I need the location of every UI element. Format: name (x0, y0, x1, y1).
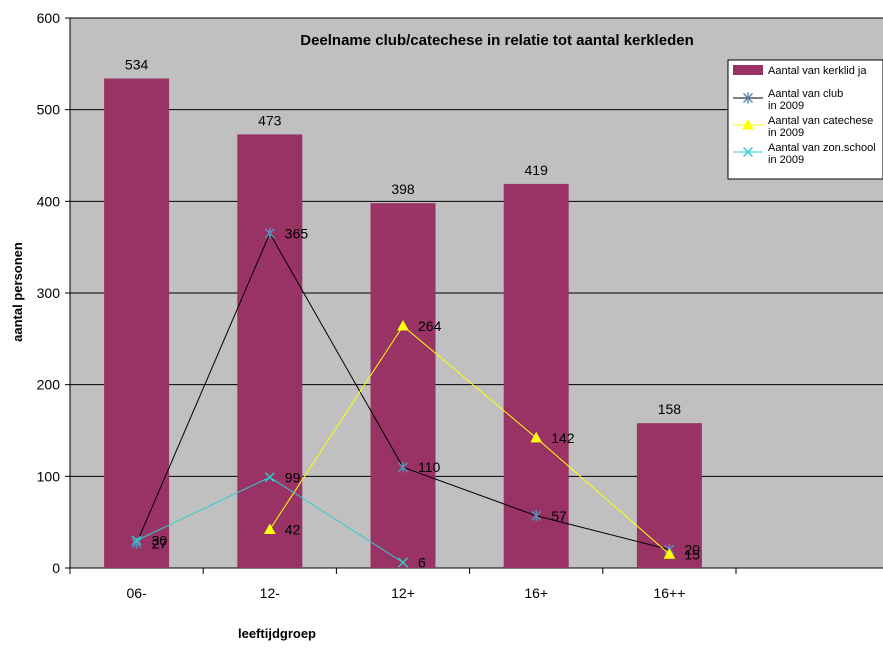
y-tick-label: 200 (37, 377, 61, 393)
line-data-label: 20 (684, 542, 700, 558)
line-data-label: 27 (152, 535, 168, 551)
legend-box (727, 59, 883, 180)
x-tick-label: 16+ (524, 585, 548, 601)
line-marker (530, 431, 543, 443)
y-tick-label: 100 (37, 468, 61, 484)
line-marker (397, 319, 409, 331)
x-tick-label: 12- (260, 585, 281, 601)
line-data-label: 42 (285, 522, 301, 538)
legend-label: Aantal van club in 2009 (768, 88, 846, 112)
line-marker (663, 548, 676, 559)
y-tick-label: 400 (37, 193, 61, 209)
chart-title: Deelname club/catechese in relatie tot a… (300, 32, 694, 49)
line-data-label: 30 (152, 533, 168, 549)
bar (237, 134, 303, 568)
line-marker (742, 92, 754, 104)
legend-label: Aantal van zon.school in 2009 (768, 142, 876, 166)
y-tick-label: 500 (37, 102, 61, 118)
data-labels: 534 473 398 419 158 27 365 110 57 20 42 264 142 15 30 9… (125, 57, 700, 571)
gridlines (70, 17, 883, 477)
bar (503, 183, 569, 568)
x-axis-title: leeftijdgroep (238, 626, 316, 641)
line-data-label: 365 (285, 225, 309, 241)
y-tick-label: 300 (37, 285, 61, 301)
line-marker (264, 227, 275, 239)
line-data-label: 57 (551, 508, 567, 524)
line-marker (263, 523, 276, 534)
line-data-label: 6 (418, 555, 426, 571)
bar (370, 203, 436, 568)
line-data-label: 142 (551, 430, 575, 446)
y-tick-label: 600 (37, 10, 61, 26)
bar-data-label: 398 (391, 181, 415, 197)
line-marker (397, 461, 409, 473)
series-line (269, 325, 670, 555)
legend: Aantal van kerklid ja Aantal van club in … (727, 59, 883, 180)
line-marker (531, 510, 542, 522)
legend-label: Aantal van kerklid ja (768, 65, 867, 77)
bar-series (104, 78, 702, 568)
line-marker (131, 535, 142, 546)
line-series (131, 227, 676, 568)
y-axis-title: aantal personen (10, 242, 25, 342)
bar-data-label: 158 (658, 401, 682, 417)
line-marker (742, 118, 754, 130)
line-data-label: 15 (684, 546, 700, 562)
y-tick-label: 0 (52, 560, 60, 576)
bar-data-label: 473 (258, 112, 282, 128)
legend-label: Aantal van catechese in 2009 (768, 115, 876, 139)
line-marker (742, 146, 754, 158)
line-marker (397, 557, 409, 568)
legend-swatch (733, 65, 763, 75)
line-data-label: 264 (418, 318, 442, 334)
axes: 0 100 200 300 400 500 600 06- 12- 12+ 16+ 16++ (37, 10, 883, 601)
x-tick-label: 12+ (391, 585, 415, 601)
x-tick-label: 06- (126, 585, 147, 601)
line-marker (264, 472, 275, 483)
line-data-label: 110 (418, 459, 441, 475)
bar (104, 78, 170, 568)
x-tick-label: 16++ (653, 585, 685, 601)
bar-data-label: 534 (125, 57, 149, 73)
bar-data-label: 419 (525, 162, 549, 178)
line-data-label: 99 (285, 469, 301, 485)
